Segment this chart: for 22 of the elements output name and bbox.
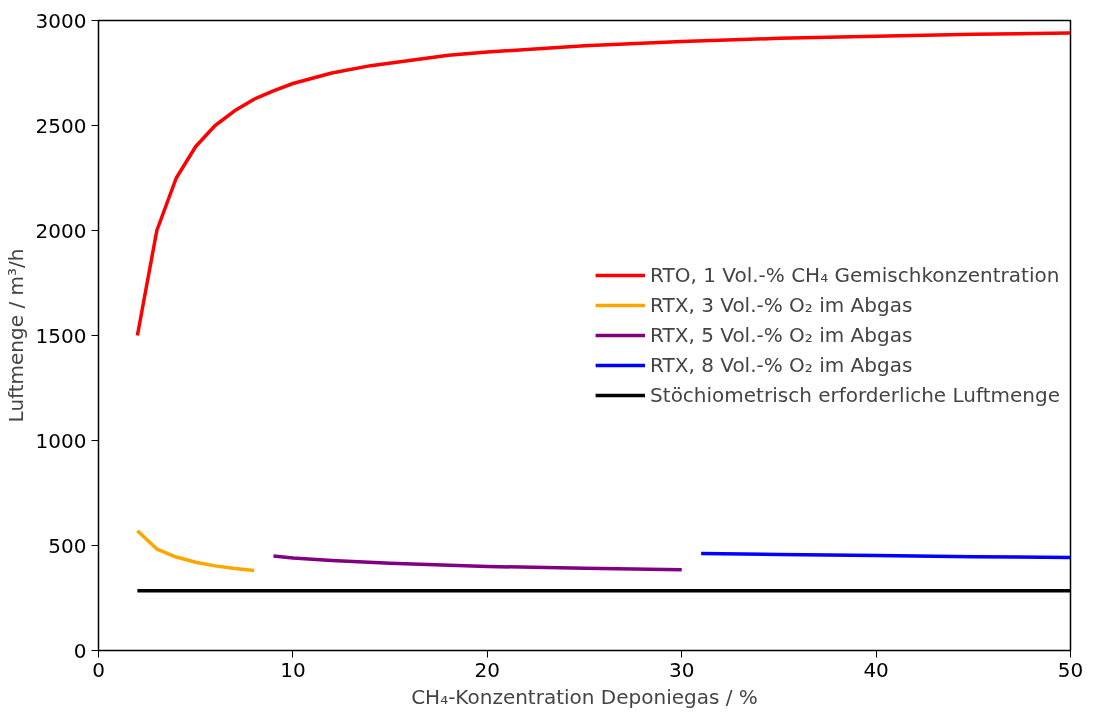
y-axis-title: Luftmenge / m³/h	[3, 248, 28, 423]
line-series	[271, 554, 684, 572]
x-tick-label: 0	[92, 657, 105, 682]
legend-label: RTX, 8 Vol.-% O₂ im Abgas	[650, 353, 913, 377]
x-tick-label: 50	[1057, 657, 1084, 682]
legend-label: RTX, 5 Vol.-% O₂ im Abgas	[650, 323, 913, 347]
y-tick-label: 2500	[35, 113, 87, 138]
legend-label: RTO, 1 Vol.-% CH₄ Gemischkonzentration	[650, 263, 1060, 287]
x-tick-label: 10	[280, 657, 306, 682]
x-axis-title: CH₄-Konzentration Deponiegas / %	[411, 684, 758, 709]
legend-label: Stöchiometrisch erforderliche Luftmenge	[650, 383, 1060, 407]
x-tick-label: 20	[474, 657, 501, 682]
legend-label: RTX, 3 Vol.-% O₂ im Abgas	[650, 293, 913, 317]
y-tick-label: 2000	[35, 218, 87, 243]
x-tick-label: 40	[863, 657, 889, 682]
y-tick-label: 1000	[35, 428, 87, 453]
line-series	[135, 529, 256, 573]
y-tick-label: 1500	[35, 323, 87, 348]
y-tick-label: 500	[48, 533, 87, 558]
x-tick-label: 30	[668, 657, 695, 682]
y-tick-label: 3000	[35, 8, 87, 33]
y-tick-label: 0	[73, 638, 87, 663]
